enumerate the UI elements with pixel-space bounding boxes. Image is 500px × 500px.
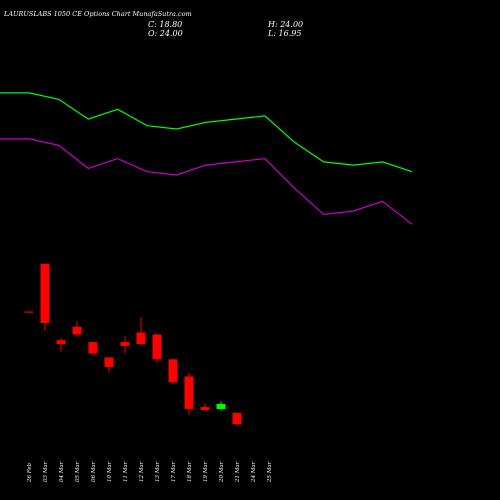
date-tick-label: 04 Mar (59, 461, 65, 482)
candle-body (72, 326, 82, 335)
candle-body (40, 263, 50, 323)
date-tick-label: 17 Mar (171, 461, 177, 482)
low-value: L: 16.95 (267, 29, 301, 38)
date-tick-label: 03 Mar (43, 461, 49, 482)
indicator-line-1 (0, 92, 413, 173)
candle-body (56, 340, 66, 344)
date-tick-label: 20 Mar (219, 461, 225, 483)
candle-body (136, 332, 146, 344)
candle-body (184, 376, 194, 409)
close-value: C: 18.80 (148, 20, 182, 29)
candles (24, 263, 242, 427)
date-tick-label: 25 Mar (267, 461, 273, 483)
date-tick-label: 05 Mar (75, 461, 81, 482)
open-value: O: 24.00 (148, 29, 183, 38)
candle-body (120, 342, 130, 346)
date-tick-label: 10 Mar (107, 461, 113, 482)
candle-body (152, 334, 162, 360)
candle-body (24, 311, 34, 313)
date-tick-label: 24 Mar (251, 461, 257, 483)
date-axis: 26 Feb 03 Mar 04 Mar 05 Mar 06 Mar 10 Mar 11 M… (27, 461, 273, 483)
candle-body (232, 412, 242, 425)
date-tick-label: 21 Mar (235, 461, 241, 483)
candle-body (168, 359, 178, 383)
chart-title: LAURUSLABS 1050 CE Options Chart MunafaS… (3, 10, 192, 18)
candle-body (104, 357, 114, 367)
indicator-lines (0, 92, 413, 225)
date-tick-label: 19 Mar (203, 461, 209, 482)
candle-body (88, 342, 98, 354)
candle-body (216, 404, 226, 409)
date-tick-label: 06 Mar (91, 461, 97, 482)
date-tick-label: 12 Mar (139, 461, 145, 482)
date-tick-label: 11 Mar (123, 461, 129, 482)
high-value: H: 24.00 (267, 20, 303, 29)
date-tick-label: 13 Mar (155, 461, 161, 482)
date-tick-label: 18 Mar (187, 461, 193, 482)
date-tick-label: 26 Feb (27, 462, 33, 483)
indicator-line-2 (0, 138, 413, 225)
candle-body (200, 407, 210, 411)
